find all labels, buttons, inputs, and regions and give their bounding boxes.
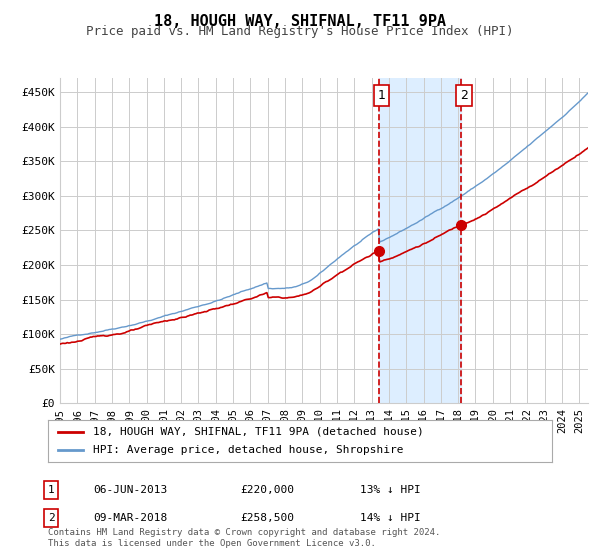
Text: 09-MAR-2018: 09-MAR-2018	[93, 513, 167, 523]
Text: 06-JUN-2013: 06-JUN-2013	[93, 485, 167, 495]
Text: 1: 1	[47, 485, 55, 495]
Text: £220,000: £220,000	[240, 485, 294, 495]
Text: £258,500: £258,500	[240, 513, 294, 523]
Text: Price paid vs. HM Land Registry's House Price Index (HPI): Price paid vs. HM Land Registry's House …	[86, 25, 514, 38]
Bar	[379, 78, 461, 403]
Text: 1: 1	[378, 89, 386, 102]
Text: 14% ↓ HPI: 14% ↓ HPI	[360, 513, 421, 523]
Text: 18, HOUGH WAY, SHIFNAL, TF11 9PA (detached house): 18, HOUGH WAY, SHIFNAL, TF11 9PA (detach…	[94, 427, 424, 437]
Text: 2: 2	[47, 513, 55, 523]
Text: 2: 2	[460, 89, 468, 102]
Text: HPI: Average price, detached house, Shropshire: HPI: Average price, detached house, Shro…	[94, 445, 404, 455]
Text: Contains HM Land Registry data © Crown copyright and database right 2024.
This d: Contains HM Land Registry data © Crown c…	[48, 528, 440, 548]
Text: 18, HOUGH WAY, SHIFNAL, TF11 9PA: 18, HOUGH WAY, SHIFNAL, TF11 9PA	[154, 14, 446, 29]
Text: 13% ↓ HPI: 13% ↓ HPI	[360, 485, 421, 495]
